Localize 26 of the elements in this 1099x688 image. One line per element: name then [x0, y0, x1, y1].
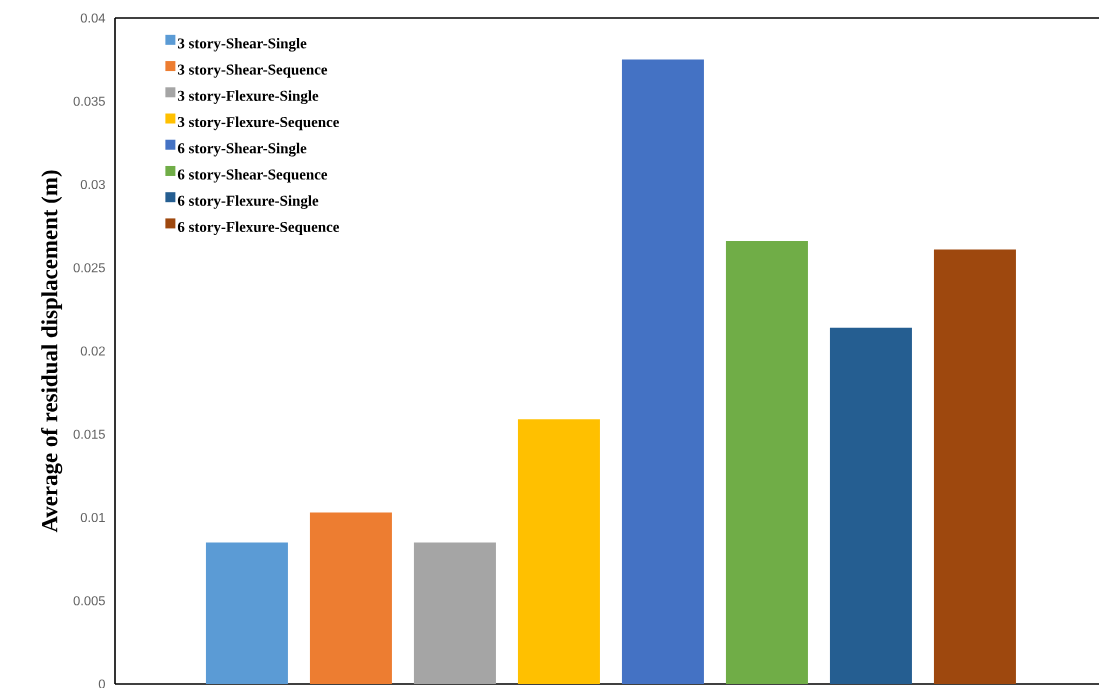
bar — [517, 419, 600, 684]
legend-label: 6 story-Flexure-Single — [177, 195, 319, 209]
y-tick-label: 0.03 — [80, 179, 105, 190]
y-tick-label: 0.015 — [73, 429, 105, 439]
y-axis-title: Average of residual displacement (m) — [41, 170, 63, 533]
legend-label: 6 story-Flexure-Sequence — [177, 221, 339, 236]
y-tick-label: 0.025 — [73, 263, 105, 273]
legend-label: 3 story-Shear-Single — [177, 37, 307, 52]
bar — [205, 542, 288, 684]
legend-label: 6 story-Shear-Single — [177, 142, 307, 157]
legend-label: 3 story-Shear-Sequence — [177, 64, 328, 78]
bar — [413, 542, 496, 684]
bar — [829, 327, 912, 684]
y-tick-label: 0 — [98, 679, 105, 688]
y-tick-label: 0.01 — [80, 512, 105, 523]
bar — [933, 249, 1016, 684]
legend-label: 3 story-Flexure-Sequence — [177, 116, 339, 131]
y-tick-label: 0.04 — [80, 13, 106, 23]
bar — [309, 512, 392, 684]
y-tick-label: 0.005 — [73, 596, 105, 606]
y-tick-label: 0.02 — [80, 346, 105, 356]
y-tick-label: 0.035 — [73, 96, 105, 106]
legend-label: 3 story-Flexure-Single — [177, 90, 319, 105]
bar — [725, 241, 808, 684]
legend-label: 6 story-Shear-Sequence — [177, 169, 328, 183]
bar — [621, 59, 704, 684]
